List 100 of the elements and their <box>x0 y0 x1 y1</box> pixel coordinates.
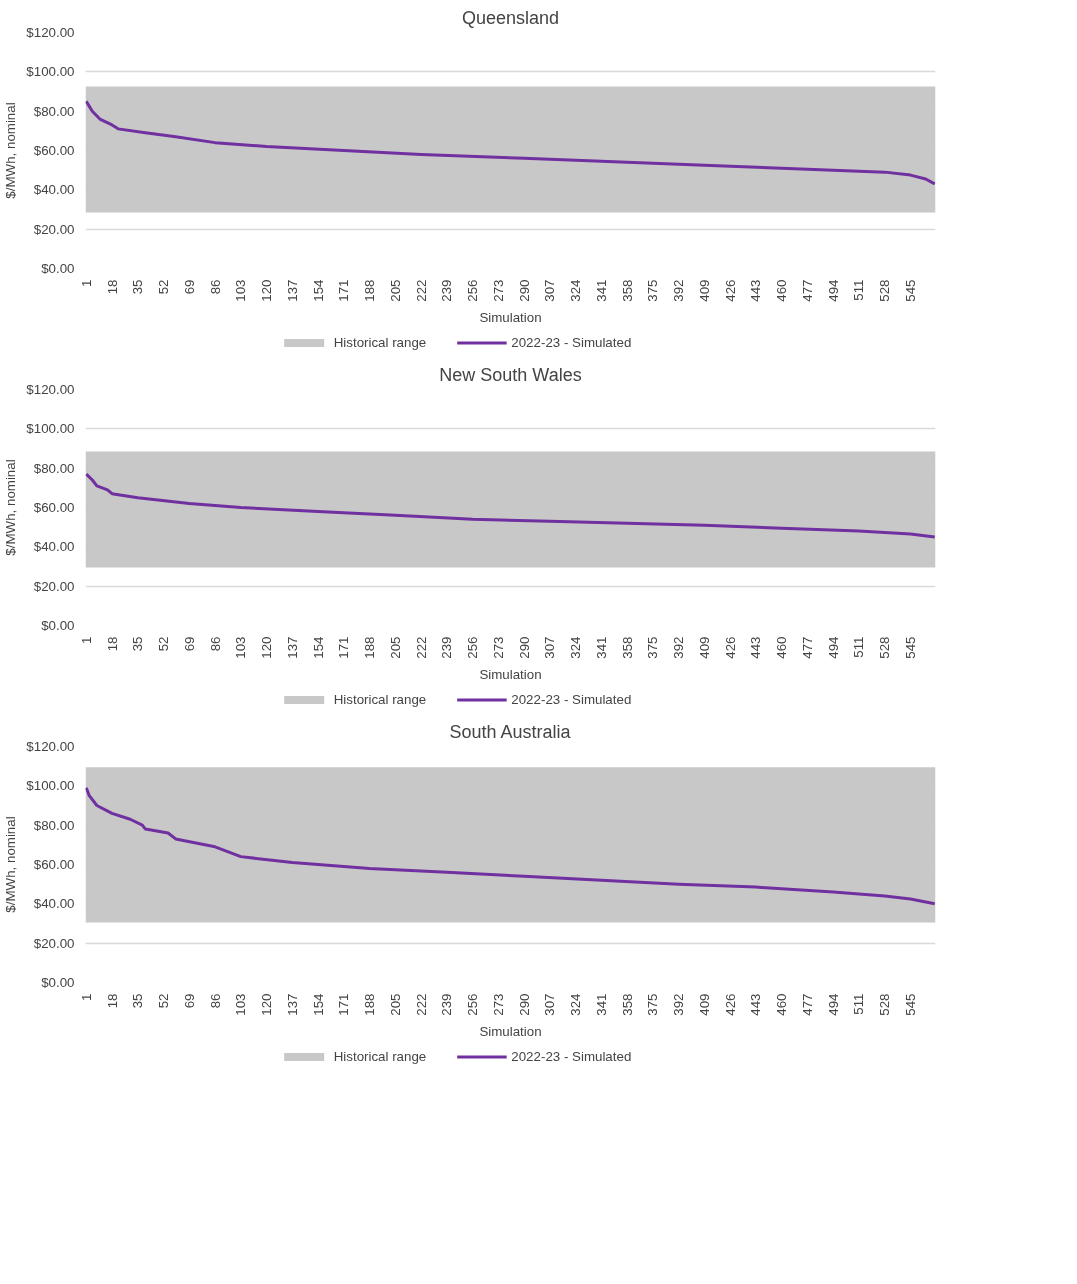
x-tick-label: 52 <box>156 279 172 295</box>
x-tick-label: 205 <box>387 279 403 302</box>
legend-label: Historical range <box>333 334 427 350</box>
x-tick-label: 358 <box>619 993 635 1016</box>
x-tick-label: 341 <box>593 279 609 302</box>
x-tick-label: 239 <box>439 636 455 659</box>
x-tick-label: 1 <box>78 279 94 287</box>
x-tick-label: 375 <box>645 993 661 1016</box>
x-tick-label: 222 <box>413 636 429 659</box>
x-axis-title: Simulation <box>479 309 542 325</box>
x-tick-label: 375 <box>645 636 661 659</box>
x-tick-label: 392 <box>671 993 687 1016</box>
y-tick-label: $120.00 <box>26 25 75 40</box>
y-tick-label: $60.00 <box>33 500 75 515</box>
y-tick-label: $0.00 <box>41 261 75 276</box>
x-tick-label: 443 <box>748 279 764 302</box>
legend-label: 2022-23 - Simulated <box>511 691 632 707</box>
x-tick-label: 426 <box>722 993 738 1016</box>
y-tick-label: $100.00 <box>26 421 75 437</box>
x-tick-label: 409 <box>696 279 712 302</box>
x-tick-label: 528 <box>877 993 893 1016</box>
x-tick-label: 460 <box>774 279 790 302</box>
x-tick-label: 205 <box>387 993 403 1016</box>
x-tick-label: 69 <box>181 993 197 1009</box>
x-tick-label: 477 <box>799 636 815 659</box>
x-tick-label: 290 <box>516 993 532 1016</box>
x-tick-label: 222 <box>413 279 429 302</box>
y-tick-label: $80.00 <box>33 103 75 119</box>
x-tick-label: 137 <box>284 636 300 659</box>
x-tick-label: 307 <box>542 636 558 659</box>
x-tick-label: 171 <box>336 279 352 302</box>
x-tick-label: 103 <box>233 636 249 659</box>
x-tick-label: 120 <box>259 993 275 1016</box>
x-tick-label: 341 <box>593 993 609 1016</box>
x-tick-label: 154 <box>310 635 326 659</box>
chart-title: South Australia <box>449 721 572 742</box>
x-tick-label: 52 <box>156 993 172 1009</box>
x-tick-label: 426 <box>722 279 738 302</box>
x-tick-label: 120 <box>259 279 275 302</box>
x-tick-label: 290 <box>516 279 532 302</box>
x-tick-label: 426 <box>722 636 738 659</box>
x-tick-label: 239 <box>439 279 455 302</box>
x-tick-label: 358 <box>619 636 635 659</box>
x-tick-label: 154 <box>310 278 326 302</box>
x-tick-label: 494 <box>825 992 841 1016</box>
x-tick-label: 171 <box>336 636 352 659</box>
x-tick-label: 120 <box>259 636 275 659</box>
y-tick-label: $80.00 <box>33 460 75 476</box>
x-tick-label: 324 <box>568 635 584 659</box>
line-series <box>85 472 936 539</box>
legend-label: Historical range <box>333 1048 427 1064</box>
x-tick-label: 443 <box>748 993 764 1016</box>
y-tick-label: $20.00 <box>33 221 75 237</box>
x-tick-label: 477 <box>799 993 815 1016</box>
x-tick-label: 205 <box>387 636 403 659</box>
x-tick-label: 188 <box>362 636 378 659</box>
legend-label: Historical range <box>333 691 427 707</box>
x-axis-title: Simulation <box>479 1023 542 1039</box>
x-tick-label: 86 <box>207 279 223 295</box>
line-series <box>85 786 936 906</box>
x-tick-label: 18 <box>104 993 120 1009</box>
x-tick-label: 409 <box>696 993 712 1016</box>
x-tick-label: 239 <box>439 993 455 1016</box>
x-tick-label: 188 <box>362 993 378 1016</box>
x-tick-label: 358 <box>619 279 635 302</box>
x-tick-label: 1 <box>78 636 94 644</box>
x-tick-label: 324 <box>568 992 584 1016</box>
x-tick-label: 528 <box>877 279 893 302</box>
x-tick-label: 188 <box>362 279 378 302</box>
y-axis-title: $/MWh, nominal <box>3 816 19 913</box>
x-tick-label: 273 <box>490 636 506 659</box>
x-tick-label: 443 <box>748 636 764 659</box>
x-tick-label: 273 <box>490 993 506 1016</box>
x-tick-label: 52 <box>156 636 172 652</box>
x-tick-label: 511 <box>851 279 867 301</box>
y-tick-label: $0.00 <box>41 618 75 633</box>
x-tick-label: 154 <box>310 992 326 1016</box>
y-axis-title: $/MWh, nominal <box>3 102 19 199</box>
x-tick-label: 35 <box>130 993 146 1009</box>
y-tick-label: $20.00 <box>33 578 75 594</box>
x-tick-label: 256 <box>465 993 481 1016</box>
x-tick-label: 511 <box>851 993 867 1015</box>
chart-title: New South Wales <box>439 364 582 385</box>
legend-label: 2022-23 - Simulated <box>511 334 632 350</box>
x-tick-label: 69 <box>181 636 197 652</box>
x-tick-label: 171 <box>336 993 352 1016</box>
x-tick-label: 273 <box>490 279 506 302</box>
x-tick-label: 477 <box>799 279 815 302</box>
x-tick-label: 545 <box>903 636 918 659</box>
y-tick-label: $40.00 <box>33 896 75 912</box>
y-tick-label: $0.00 <box>41 975 75 990</box>
x-tick-label: 290 <box>516 636 532 659</box>
x-tick-label: 460 <box>774 636 790 659</box>
y-tick-label: $60.00 <box>33 857 75 872</box>
legend-label: 2022-23 - Simulated <box>511 1048 632 1064</box>
x-tick-label: 307 <box>542 279 558 302</box>
y-tick-label: $40.00 <box>33 539 75 555</box>
x-tick-label: 341 <box>593 636 609 659</box>
x-tick-label: 392 <box>671 636 687 659</box>
x-tick-label: 545 <box>903 993 918 1016</box>
